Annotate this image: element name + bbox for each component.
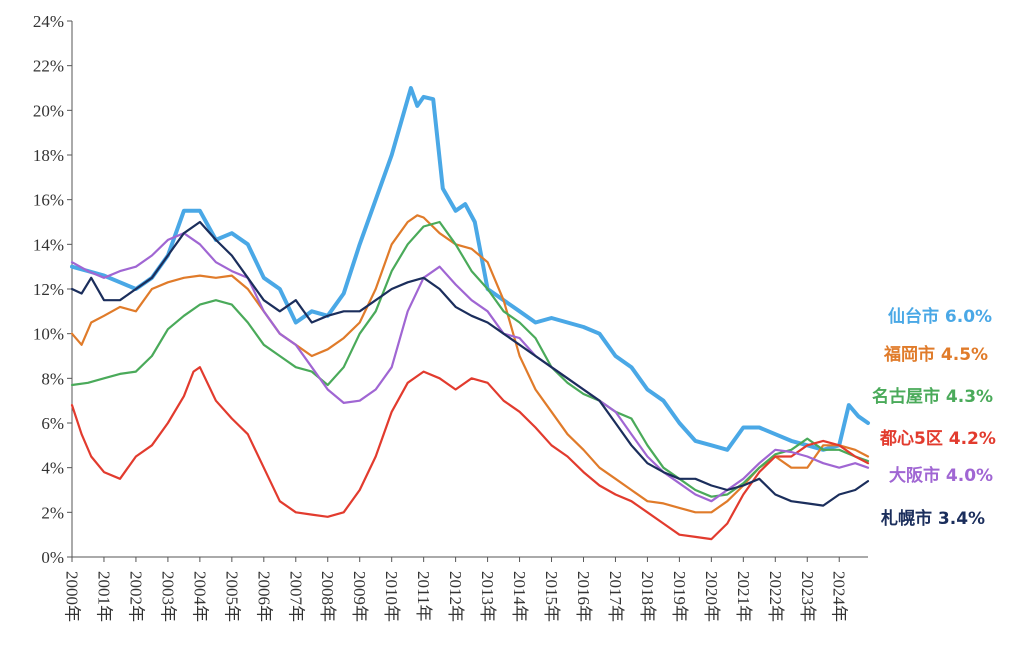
series-lines (70, 86, 870, 541)
series-line-4 (70, 232, 870, 503)
series-line-0 (70, 86, 870, 452)
x-tick-label: 2013年 (478, 571, 497, 622)
y-tick-label: 20% (33, 101, 64, 120)
x-tick-label: 2003年 (158, 571, 177, 622)
x-tick-label: 2000年 (63, 571, 82, 622)
y-tick-label: 14% (33, 235, 64, 254)
series-end-label: 都心5区 4.2% (879, 428, 996, 449)
x-tick-label: 2011年 (414, 571, 433, 621)
series-end-label: 札幌市 3.4% (880, 508, 985, 529)
y-tick-label: 8% (41, 369, 64, 388)
series-end-label: 仙台市 6.0% (888, 306, 992, 327)
series-line-1 (70, 214, 870, 514)
y-tick-label: 12% (33, 280, 64, 299)
series-line-5 (70, 220, 870, 507)
x-tick-label: 2024年 (830, 571, 849, 622)
x-tick-label: 2008年 (318, 571, 337, 622)
series-end-label: 福岡市 4.5% (883, 344, 988, 365)
x-tick-label: 2020年 (702, 571, 721, 622)
y-tick-label: 0% (41, 548, 64, 567)
y-tick-label: 22% (33, 57, 64, 76)
series-end-label: 大阪市 4.0% (889, 465, 993, 486)
series-line-3 (70, 366, 870, 541)
x-tick-label: 2015年 (542, 571, 561, 622)
x-tick-label: 2004年 (190, 571, 209, 622)
series-labels: 仙台市 6.0% 福岡市 4.5% 名古屋市 4.3% 都心5区 4.2% 大阪市 4.… (872, 306, 996, 529)
x-tick-label: 2012年 (446, 571, 465, 622)
y-tick-label: 18% (33, 146, 64, 165)
y-tick-label: 6% (41, 414, 64, 433)
series-line-2 (70, 220, 870, 498)
x-tick-label: 2006年 (254, 571, 273, 622)
y-tick-label: 2% (41, 503, 64, 522)
y-axis: 0% 2% 4% 6% 8% 10% 12% 14% 16% 18% 20% 22% 24% (33, 12, 73, 567)
x-tick-label: 2018年 (638, 571, 657, 622)
x-tick-label: 2010年 (382, 571, 401, 622)
x-tick-label: 2022年 (766, 571, 785, 622)
x-tick-label: 2021年 (734, 571, 753, 622)
y-tick-label: 4% (41, 459, 64, 478)
x-tick-label: 2005年 (222, 571, 241, 622)
x-tick-label: 2019年 (670, 571, 689, 622)
x-tick-label: 2007年 (286, 571, 305, 622)
y-tick-label: 24% (33, 12, 64, 31)
y-tick-label: 10% (33, 325, 64, 344)
x-tick-label: 2002年 (126, 571, 145, 622)
x-axis: 2000年 2001年 2002年 2003年 2004年 2005年 2006年 2007年… (63, 556, 868, 622)
x-tick-label: 2017年 (606, 571, 625, 622)
series-end-label: 名古屋市 4.3% (872, 386, 993, 407)
y-tick-label: 16% (33, 191, 64, 210)
x-tick-label: 2009年 (350, 571, 369, 622)
x-tick-label: 2023年 (798, 571, 817, 622)
x-tick-label: 2001年 (94, 571, 113, 622)
x-tick-label: 2016年 (574, 571, 593, 622)
x-tick-label: 2014年 (510, 571, 529, 622)
